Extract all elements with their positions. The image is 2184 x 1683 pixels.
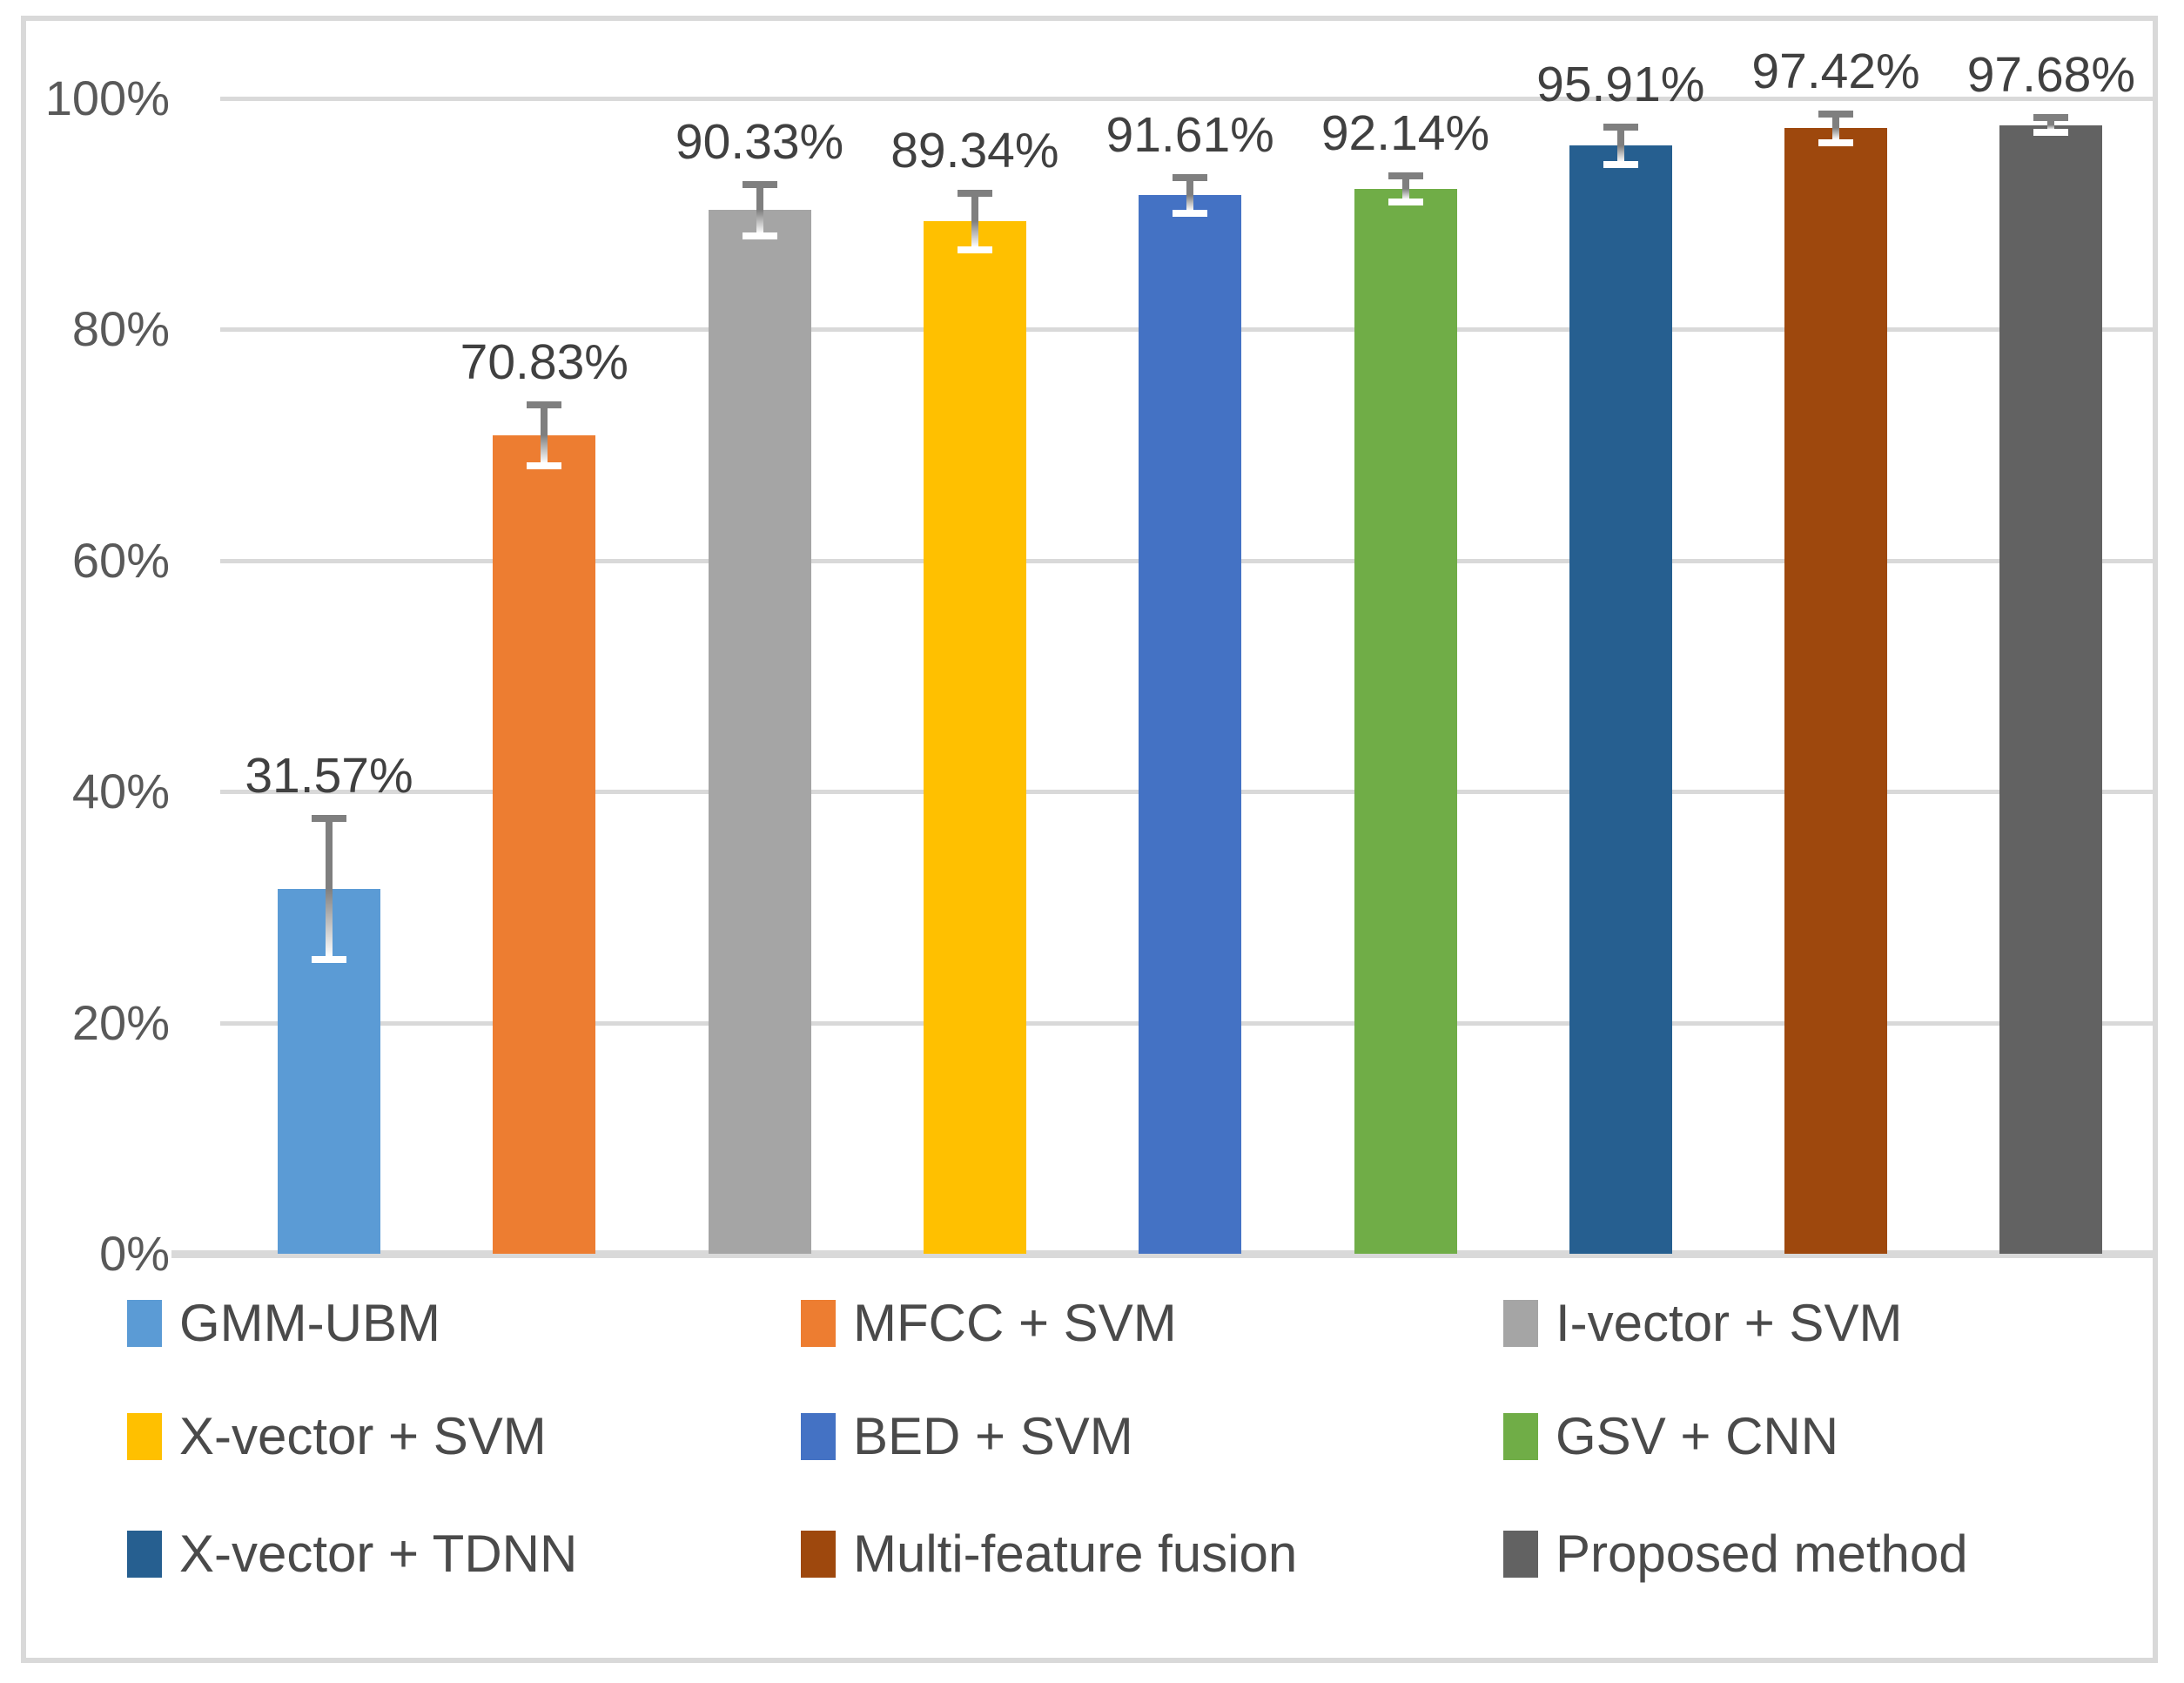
error-bar-top-cap (957, 190, 992, 198)
legend-label-x-vector-tdnn: X-vector + TDNN (179, 1525, 578, 1583)
legend-item-proposed-method: Proposed method (1503, 1527, 1968, 1581)
legend-swatch-x-vector-tdnn (127, 1531, 162, 1578)
bar-mfcc-svm (493, 435, 596, 1254)
legend-item-bed-svm: BED + SVM (801, 1410, 1133, 1464)
error-bar-top-cap (1818, 110, 1854, 118)
error-bar-top-cap (312, 814, 346, 822)
legend-swatch-proposed-method (1503, 1531, 1538, 1578)
error-bar-top-cap (1388, 172, 1423, 180)
y-axis-tick-label: 60% (71, 532, 170, 588)
data-label-x-vector-svm: 89.34% (890, 123, 1059, 179)
legend-item-x-vector-tdnn: X-vector + TDNN (127, 1527, 577, 1581)
bar-proposed-method (1999, 125, 2103, 1254)
legend-label-proposed-method: Proposed method (1556, 1525, 1968, 1583)
data-label-proposed-method: 97.68% (1966, 47, 2136, 104)
legend-item-mfcc-svm: MFCC + SVM (801, 1296, 1177, 1350)
error-bar-stem (971, 196, 978, 247)
error-bar-stem (756, 186, 763, 233)
legend-swatch-gmm-ubm (127, 1300, 162, 1347)
legend-item-i-vector-svm: I-vector + SVM (1503, 1296, 1902, 1350)
bar-multi-feature-fusion (1784, 128, 1888, 1254)
legend-swatch-multi-feature-fusion (801, 1531, 836, 1578)
gridline-0 (171, 1250, 2158, 1258)
error-bar-bottom-cap (1173, 209, 1208, 217)
error-bar-top-cap (2033, 114, 2069, 122)
y-axis-tick-label: 80% (71, 301, 170, 357)
legend-swatch-i-vector-svm (1503, 1300, 1538, 1347)
legend-item-x-vector-svm: X-vector + SVM (127, 1410, 547, 1464)
bar-x-vector-svm (923, 221, 1026, 1254)
legend-swatch-gsv-cnn (1503, 1413, 1538, 1460)
legend-swatch-bed-svm (801, 1413, 836, 1460)
error-bar-stem (326, 820, 333, 958)
legend-swatch-x-vector-svm (127, 1413, 162, 1460)
y-axis-tick-label: 20% (71, 994, 170, 1050)
data-label-mfcc-svm: 70.83% (460, 334, 628, 391)
error-bar-top-cap (527, 401, 562, 409)
legend-item-gmm-ubm: GMM-UBM (127, 1296, 440, 1350)
legend-label-i-vector-svm: I-vector + SVM (1556, 1294, 1903, 1352)
data-label-i-vector-svm: 90.33% (675, 113, 844, 170)
bar-gsv-cnn (1354, 189, 1457, 1254)
y-axis-tick-label: 40% (71, 764, 170, 819)
data-label-x-vector-tdnn: 95.91% (1536, 56, 1705, 112)
legend-swatch-mfcc-svm (801, 1300, 836, 1347)
error-bar-stem (2047, 120, 2055, 131)
legend-label-gsv-cnn: GSV + CNN (1556, 1407, 1839, 1465)
bar-bed-svm (1139, 195, 1242, 1254)
data-label-bed-svm: 91.61% (1105, 107, 1274, 164)
legend-label-multi-feature-fusion: Multi-feature fusion (853, 1525, 1298, 1583)
bar-x-vector-tdnn (1569, 145, 1672, 1254)
error-bar-top-cap (1173, 174, 1208, 182)
legend-label-x-vector-svm: X-vector + SVM (179, 1407, 547, 1465)
error-bar-bottom-cap (957, 246, 992, 253)
data-label-multi-feature-fusion: 97.42% (1751, 43, 1920, 99)
error-bar-stem (1186, 180, 1194, 211)
error-bar-bottom-cap (527, 461, 562, 469)
y-axis-tick-label: 100% (44, 71, 170, 125)
legend-label-gmm-ubm: GMM-UBM (179, 1294, 440, 1352)
legend-item-multi-feature-fusion: Multi-feature fusion (801, 1527, 1297, 1581)
gridline-100 (220, 97, 2158, 101)
error-bar-bottom-cap (312, 956, 346, 964)
legend-item-gsv-cnn: GSV + CNN (1503, 1410, 1838, 1464)
legend-label-bed-svm: BED + SVM (853, 1407, 1133, 1465)
error-bar-stem (1832, 116, 1840, 140)
error-bar-bottom-cap (1388, 199, 1423, 206)
error-bar-stem (541, 407, 548, 463)
error-bar-bottom-cap (1603, 160, 1638, 168)
error-bar-bottom-cap (2033, 129, 2069, 137)
error-bar-stem (1401, 178, 1409, 200)
error-bar-top-cap (1603, 123, 1638, 131)
legend-label-mfcc-svm: MFCC + SVM (853, 1294, 1177, 1352)
data-label-gmm-ubm: 31.57% (245, 747, 413, 804)
error-bar-bottom-cap (742, 232, 777, 239)
error-bar-stem (1616, 129, 1624, 162)
error-bar-top-cap (742, 180, 777, 188)
data-label-gsv-cnn: 92.14% (1320, 105, 1490, 162)
bar-i-vector-svm (708, 210, 811, 1254)
y-axis-tick-label: 0% (99, 1226, 170, 1281)
error-bar-bottom-cap (1818, 138, 1854, 146)
